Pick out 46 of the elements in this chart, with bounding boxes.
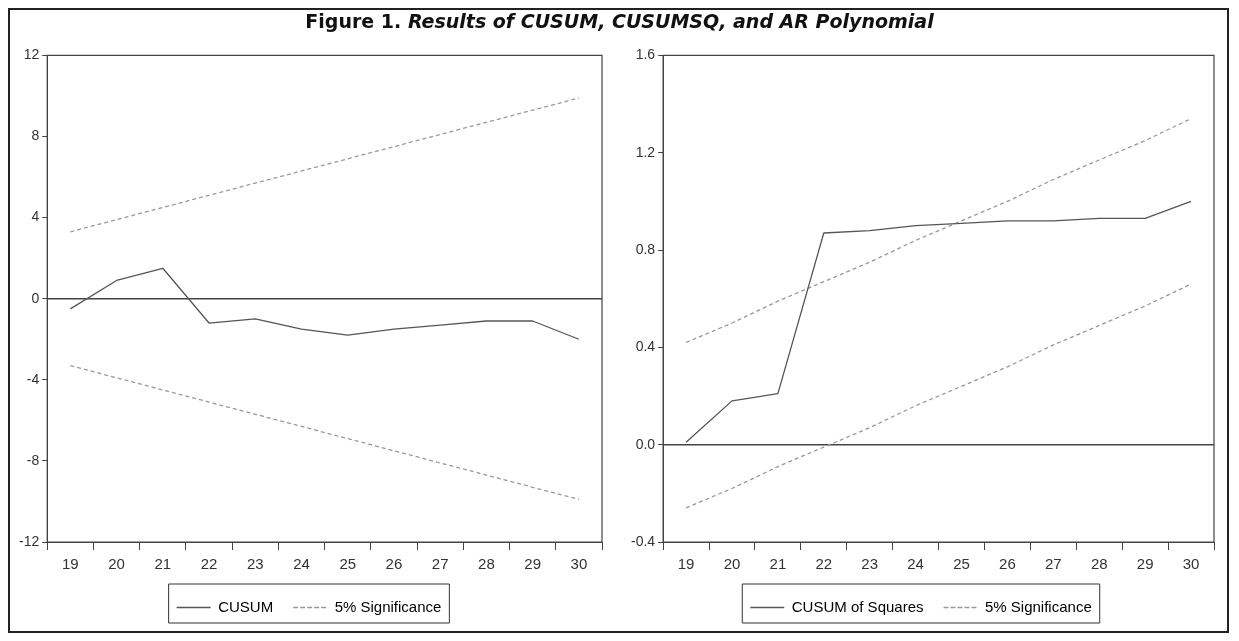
x-tick-label: 25 [339,555,357,573]
x-tick-label: 23 [861,555,879,573]
y-tick-label: 0.8 [635,240,656,257]
x-tick-label: 21 [154,555,172,573]
y-tick-label: 1.2 [635,143,656,160]
line-series [685,283,1192,509]
x-tick-label: 21 [769,555,787,573]
y-tick-label: -4 [26,370,40,387]
x-tick-label: 19 [62,555,79,573]
x-tick-label: 23 [246,555,264,573]
line-series [685,118,1192,344]
x-tick-label: 22 [200,555,218,573]
x-tick-label: 27 [431,555,449,573]
x-tick-label: 29 [1136,555,1154,573]
chart-title: Figure 1. Results of CUSUM, CUSUMSQ, and AR Polynomial [305,10,934,32]
y-tick-label: 12 [23,46,40,63]
y-tick-label: -8 [26,451,40,468]
x-tick-label: 24 [907,555,924,573]
x-tick-label: 27 [1044,555,1062,573]
x-tick-label: 30 [570,555,588,573]
x-tick-label: 19 [677,555,695,573]
y-tick-label: 8 [31,127,40,144]
y-tick-label: 1.6 [635,46,656,63]
y-tick-label: 0 [31,289,40,306]
legend-label: 5% Significance [334,597,442,615]
x-tick-label: 24 [293,555,310,573]
x-tick-label: 29 [524,555,541,573]
x-tick-label: 26 [385,555,403,573]
x-tick-label: 28 [1090,555,1108,573]
y-tick-label: 4 [31,208,40,225]
x-tick-label: 26 [999,555,1016,573]
y-tick-label: 0.4 [635,338,656,355]
y-tick-label: -12 [19,532,40,549]
x-tick-label: 20 [723,555,741,573]
legend-label: CUSUM [218,597,274,615]
y-tick-label: -0.4 [631,532,656,549]
x-tick-label: 30 [1182,555,1200,573]
line-series [69,364,580,501]
legend-label: CUSUM of Squares [791,597,924,615]
line-series [69,97,580,233]
x-tick-label: 28 [478,555,495,573]
legend-label: 5% Significance [984,597,1092,615]
x-tick-label: 22 [815,555,833,573]
x-tick-label: 20 [108,555,125,573]
y-tick-label: 0.0 [635,435,656,452]
x-tick-label: 25 [953,555,970,573]
